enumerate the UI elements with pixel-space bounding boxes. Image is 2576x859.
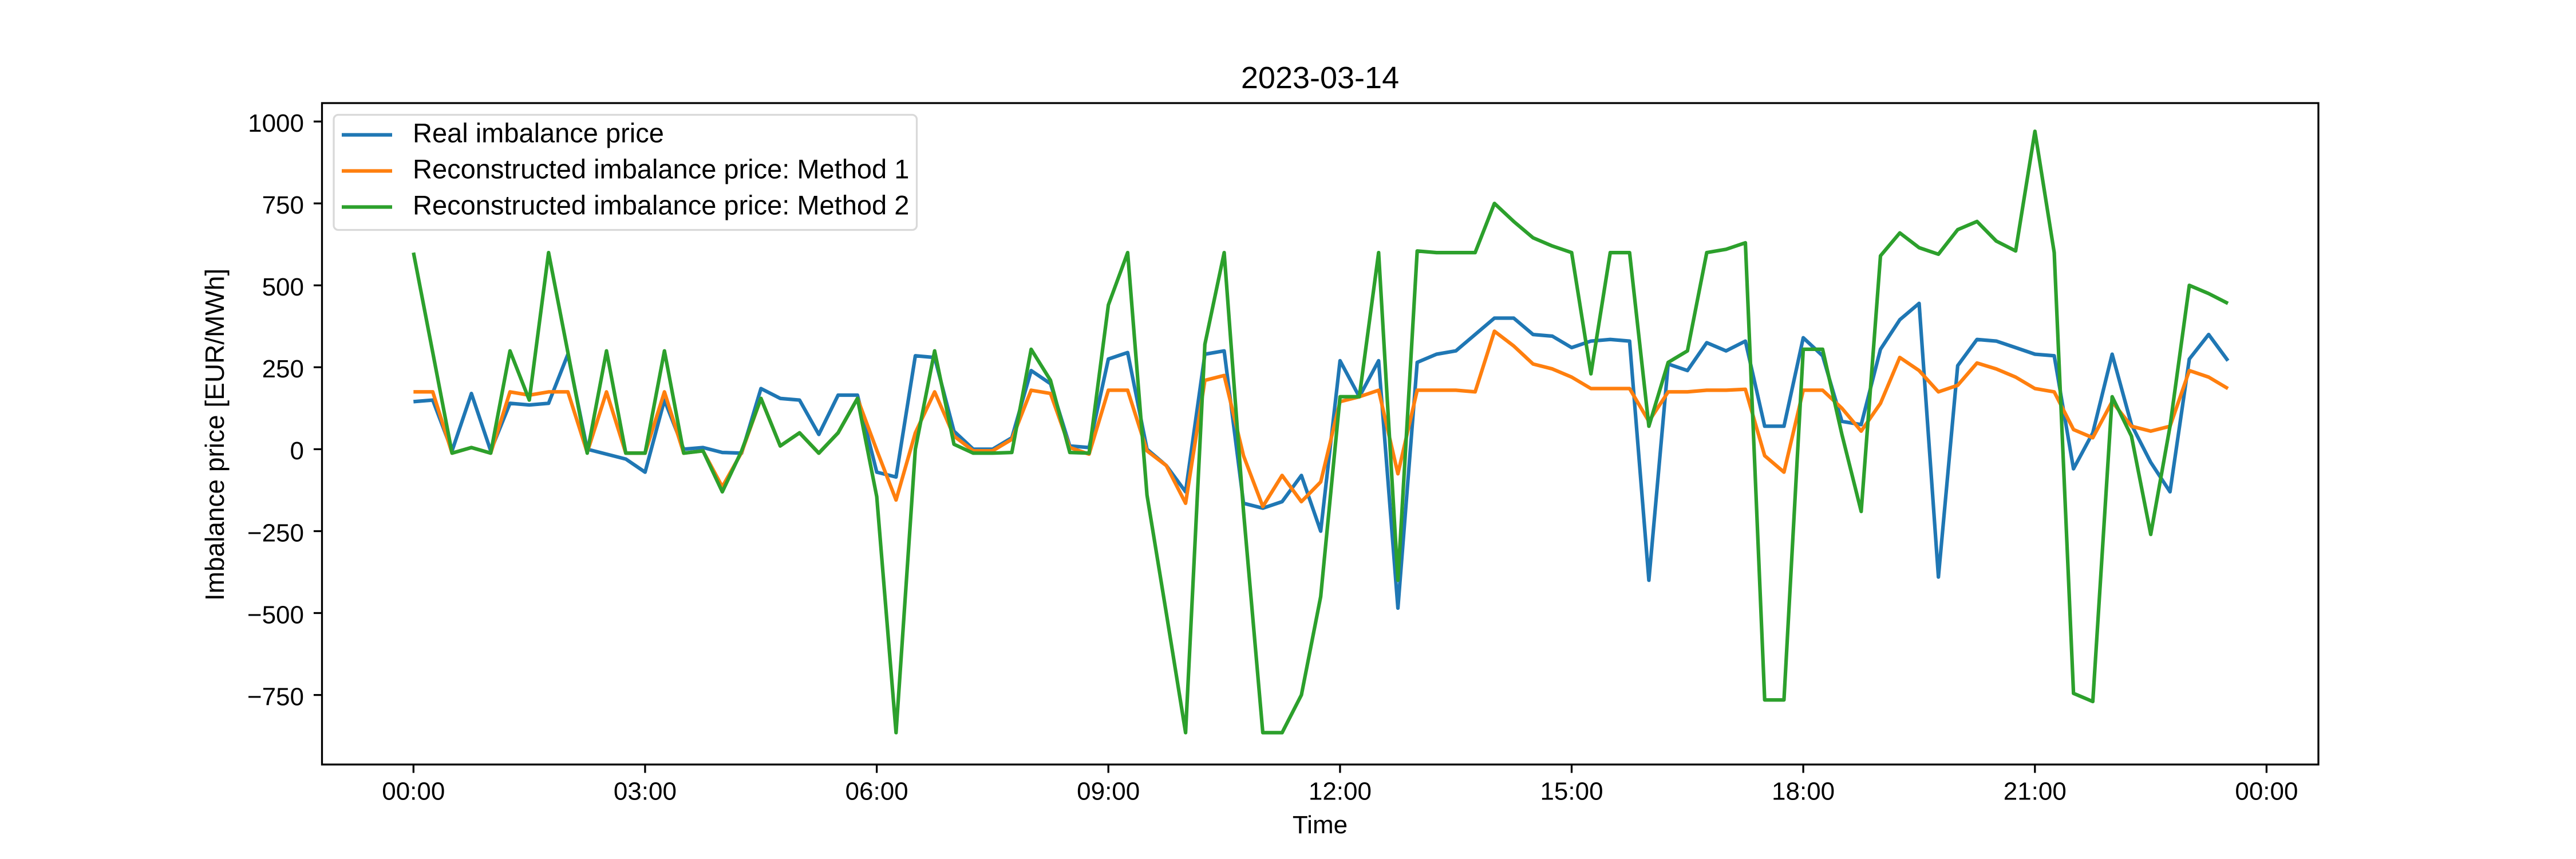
svg-text:Time: Time — [1293, 811, 1348, 839]
svg-text:Real imbalance price: Real imbalance price — [413, 118, 664, 148]
svg-text:500: 500 — [262, 273, 304, 301]
svg-text:12:00: 12:00 — [1309, 778, 1372, 806]
svg-text:250: 250 — [262, 355, 304, 383]
svg-text:00:00: 00:00 — [2235, 778, 2298, 806]
svg-text:1000: 1000 — [248, 109, 304, 137]
svg-text:750: 750 — [262, 191, 304, 219]
svg-text:Reconstructed imbalance price:: Reconstructed imbalance price: Method 1 — [413, 154, 909, 184]
svg-text:21:00: 21:00 — [2004, 778, 2067, 806]
svg-text:06:00: 06:00 — [846, 778, 908, 806]
svg-text:−750: −750 — [247, 683, 304, 711]
svg-text:−500: −500 — [247, 601, 304, 629]
svg-text:0: 0 — [290, 437, 304, 465]
svg-text:Reconstructed imbalance price:: Reconstructed imbalance price: Method 2 — [413, 190, 909, 220]
svg-text:−250: −250 — [247, 519, 304, 547]
svg-text:09:00: 09:00 — [1077, 778, 1140, 806]
svg-text:03:00: 03:00 — [614, 778, 677, 806]
svg-text:Imbalance price [EUR/MWh]: Imbalance price [EUR/MWh] — [200, 269, 230, 601]
svg-text:00:00: 00:00 — [382, 778, 445, 806]
svg-text:15:00: 15:00 — [1540, 778, 1603, 806]
svg-text:2023-03-14: 2023-03-14 — [1241, 61, 1399, 95]
svg-text:18:00: 18:00 — [1772, 778, 1835, 806]
